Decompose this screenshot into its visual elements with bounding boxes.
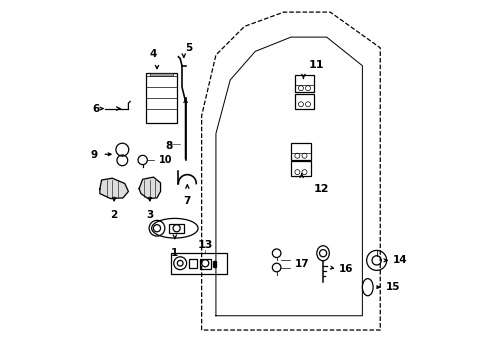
Text: 6: 6: [92, 104, 100, 113]
Text: 3: 3: [146, 210, 153, 220]
Bar: [169, 224, 183, 233]
Bar: [189, 259, 197, 267]
Bar: [171, 253, 226, 274]
Bar: [290, 161, 310, 176]
Bar: [294, 75, 313, 93]
Text: 1: 1: [171, 248, 178, 258]
Text: 15: 15: [385, 282, 399, 292]
Bar: [200, 258, 210, 269]
Text: 2: 2: [110, 210, 118, 220]
Text: 8: 8: [165, 141, 173, 151]
Bar: [294, 94, 313, 109]
Text: 11: 11: [308, 60, 324, 70]
Text: 4: 4: [149, 49, 157, 59]
Text: 5: 5: [185, 43, 192, 53]
Bar: [149, 73, 173, 76]
Text: 13: 13: [197, 240, 212, 249]
Polygon shape: [139, 177, 160, 199]
Text: 17: 17: [294, 259, 308, 269]
Text: 12: 12: [313, 184, 329, 194]
Text: 14: 14: [392, 255, 407, 265]
Text: 9: 9: [91, 150, 98, 160]
Text: 7: 7: [183, 196, 191, 206]
Text: 10: 10: [159, 155, 172, 165]
Bar: [146, 73, 176, 123]
Polygon shape: [100, 178, 128, 199]
Text: 16: 16: [339, 264, 353, 274]
Bar: [290, 143, 310, 160]
